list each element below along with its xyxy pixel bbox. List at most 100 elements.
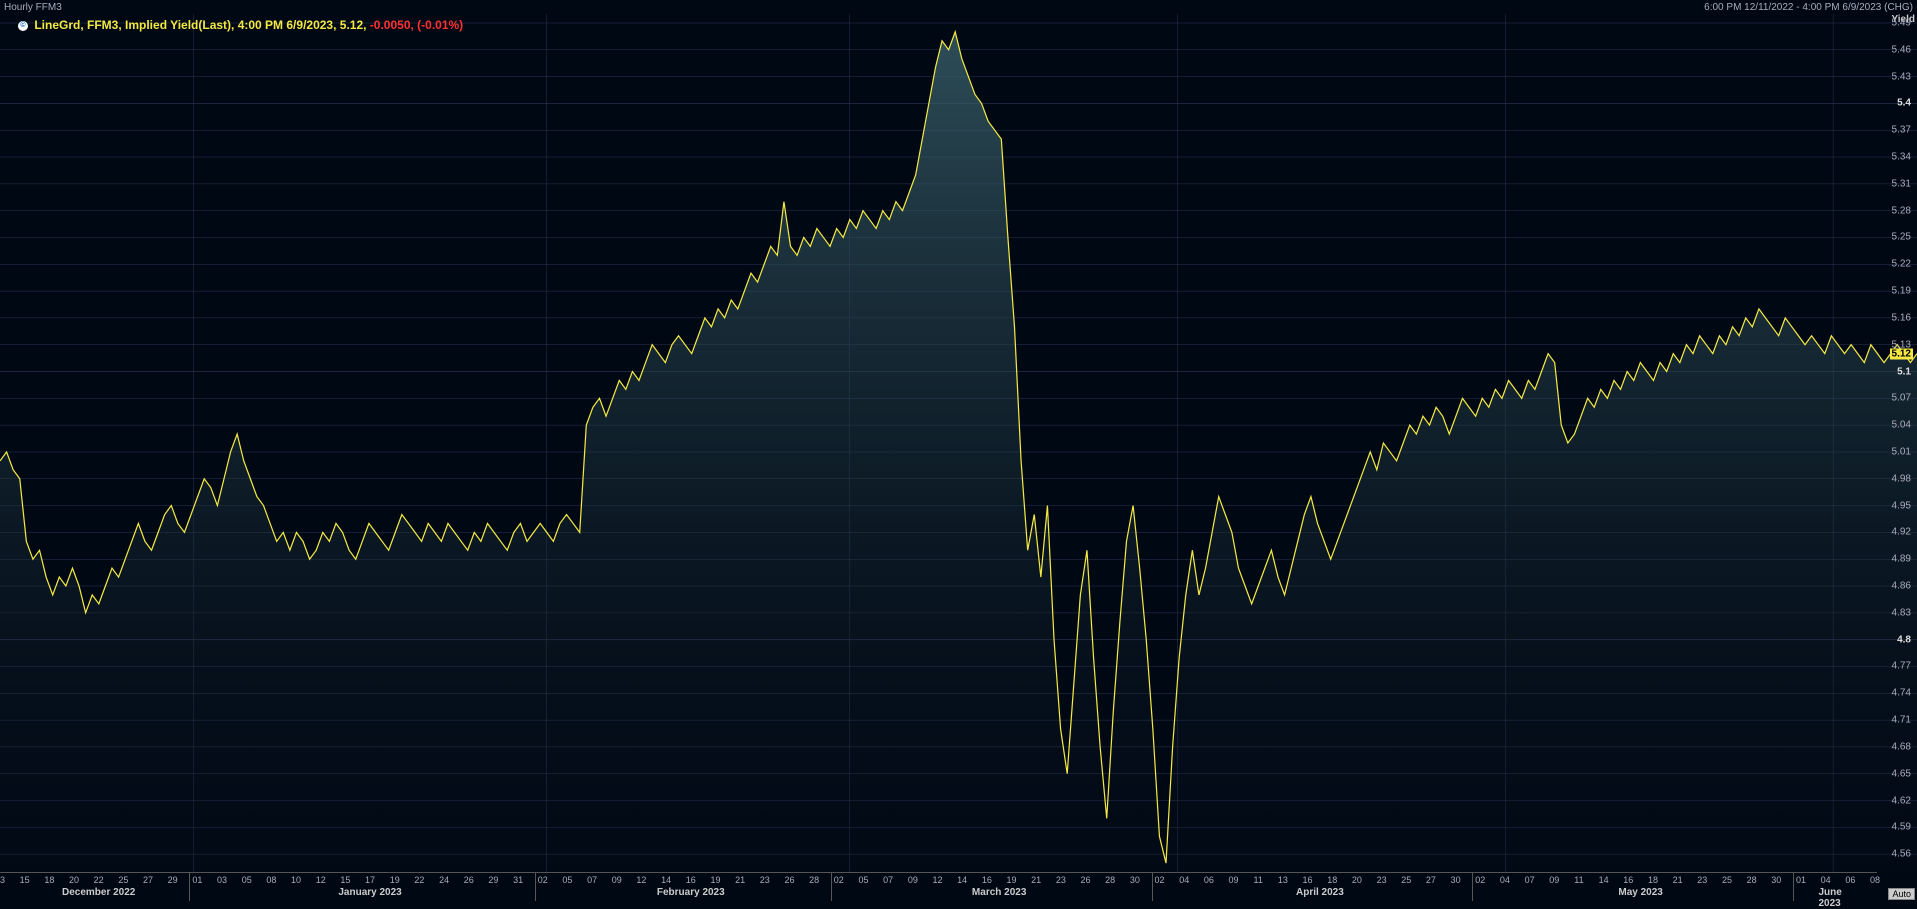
month-label: February 2023	[657, 887, 725, 898]
x-tick-label: 07	[1525, 875, 1535, 885]
y-tick-label: 5.04	[1892, 420, 1911, 431]
y-tick-label: 4.74	[1892, 688, 1911, 699]
x-tick-label: 23	[1377, 875, 1387, 885]
x-tick-label: 30	[1130, 875, 1140, 885]
x-tick-label: 19	[1006, 875, 1016, 885]
x-tick-label: 25	[1722, 875, 1732, 885]
x-tick-label: 04	[1179, 875, 1189, 885]
x-tick-label: 29	[168, 875, 178, 885]
month-label: January 2023	[338, 887, 401, 898]
month-separator	[831, 873, 832, 901]
x-tick-label: 14	[1599, 875, 1609, 885]
x-tick-label: 18	[1648, 875, 1658, 885]
chart-legend: © LineGrd, FFM3, Implied Yield(Last), 4:…	[18, 18, 463, 32]
x-tick-label: 06	[1845, 875, 1855, 885]
x-tick-label: 13	[0, 875, 5, 885]
x-tick-label: 31	[513, 875, 523, 885]
chart-area[interactable]: © LineGrd, FFM3, Implied Yield(Last), 4:…	[0, 14, 1917, 872]
x-tick-label: 29	[488, 875, 498, 885]
x-tick-label: 16	[1623, 875, 1633, 885]
x-tick-label: 23	[1697, 875, 1707, 885]
x-tick-label: 28	[1747, 875, 1757, 885]
x-tick-label: 28	[809, 875, 819, 885]
x-tick-label: 23	[1056, 875, 1066, 885]
x-tick-label: 12	[636, 875, 646, 885]
month-separator	[189, 873, 190, 901]
x-tick-label: 09	[908, 875, 918, 885]
x-tick-label: 20	[69, 875, 79, 885]
month-label: March 2023	[972, 887, 1026, 898]
x-tick-label: 15	[340, 875, 350, 885]
month-label: May 2023	[1618, 887, 1662, 898]
x-tick-label: 02	[834, 875, 844, 885]
x-tick-label: 26	[464, 875, 474, 885]
x-tick-label: 08	[266, 875, 276, 885]
month-separator	[535, 873, 536, 901]
x-tick-label: 11	[1574, 875, 1583, 885]
x-tick-label: 05	[242, 875, 252, 885]
y-tick-label: 5.19	[1892, 286, 1911, 297]
x-tick-label: 19	[710, 875, 720, 885]
x-axis: 1315182022252729010305081012151719222426…	[0, 872, 1877, 902]
y-tick-label: 4.65	[1892, 768, 1911, 779]
x-tick-label: 17	[365, 875, 375, 885]
y-tick-label: 4.95	[1892, 500, 1911, 511]
x-tick-label: 05	[858, 875, 868, 885]
x-tick-label: 12	[932, 875, 942, 885]
x-tick-label: 18	[44, 875, 54, 885]
y-tick-label: 4.62	[1892, 795, 1911, 806]
y-tick-label: 5.16	[1892, 312, 1911, 323]
x-tick-label: 13	[1278, 875, 1288, 885]
x-tick-label: 07	[883, 875, 893, 885]
y-tick-label: 4.89	[1892, 554, 1911, 565]
header-right: 6:00 PM 12/11/2022 - 4:00 PM 6/9/2023 (C…	[1704, 2, 1913, 13]
x-tick-label: 04	[1500, 875, 1510, 885]
chart-container: Hourly FFM3 6:00 PM 12/11/2022 - 4:00 PM…	[0, 0, 1917, 902]
y-tick-label: 5.37	[1892, 125, 1911, 136]
x-tick-label: 26	[784, 875, 794, 885]
x-tick-label: 02	[1155, 875, 1165, 885]
y-tick-label: 5.46	[1892, 44, 1911, 55]
y-tick-label: 4.59	[1892, 822, 1911, 833]
y-tick-label: 5.31	[1892, 178, 1911, 189]
y-tick-label: 4.92	[1892, 527, 1911, 538]
x-tick-label: 01	[192, 875, 202, 885]
x-tick-label: 07	[587, 875, 597, 885]
legend-change: -0.0050, (-0.01%)	[370, 18, 463, 32]
y-tick-label: 5.4	[1897, 98, 1911, 109]
x-tick-label: 20	[1352, 875, 1362, 885]
month-separator	[1152, 873, 1153, 901]
x-tick-label: 27	[143, 875, 153, 885]
y-tick-label: 5.34	[1892, 152, 1911, 163]
chart-svg	[0, 14, 1917, 872]
x-tick-label: 05	[562, 875, 572, 885]
y-tick-label: 5.01	[1892, 446, 1911, 457]
y-axis: 5.495.465.435.45.375.345.315.285.255.225…	[1877, 14, 1917, 872]
month-label: April 2023	[1296, 887, 1344, 898]
x-tick-label: 02	[538, 875, 548, 885]
auto-scale-button[interactable]: Auto	[1888, 888, 1915, 900]
x-tick-label: 02	[1475, 875, 1485, 885]
x-tick-label: 14	[661, 875, 671, 885]
x-tick-label: 19	[390, 875, 400, 885]
y-tick-label: 4.56	[1892, 849, 1911, 860]
x-tick-label: 30	[1771, 875, 1781, 885]
x-tick-label: 08	[1870, 875, 1880, 885]
y-tick-label: 5.22	[1892, 259, 1911, 270]
x-tick-label: 21	[1673, 875, 1683, 885]
y-tick-label: 4.98	[1892, 473, 1911, 484]
y-tick-label: 5.25	[1892, 232, 1911, 243]
x-tick-label: 21	[1031, 875, 1041, 885]
y-tick-label: 5.28	[1892, 205, 1911, 216]
x-tick-label: 09	[1549, 875, 1559, 885]
x-tick-label: 21	[735, 875, 745, 885]
header-left: Hourly FFM3	[4, 2, 62, 13]
x-tick-label: 22	[94, 875, 104, 885]
y-tick-label: 4.71	[1892, 715, 1911, 726]
y-tick-label: 4.68	[1892, 741, 1911, 752]
x-tick-label: 25	[1401, 875, 1411, 885]
x-tick-label: 26	[1081, 875, 1091, 885]
x-tick-label: 01	[1796, 875, 1806, 885]
legend-icon: ©	[18, 21, 28, 31]
last-value-badge: 5.12	[1890, 348, 1913, 359]
